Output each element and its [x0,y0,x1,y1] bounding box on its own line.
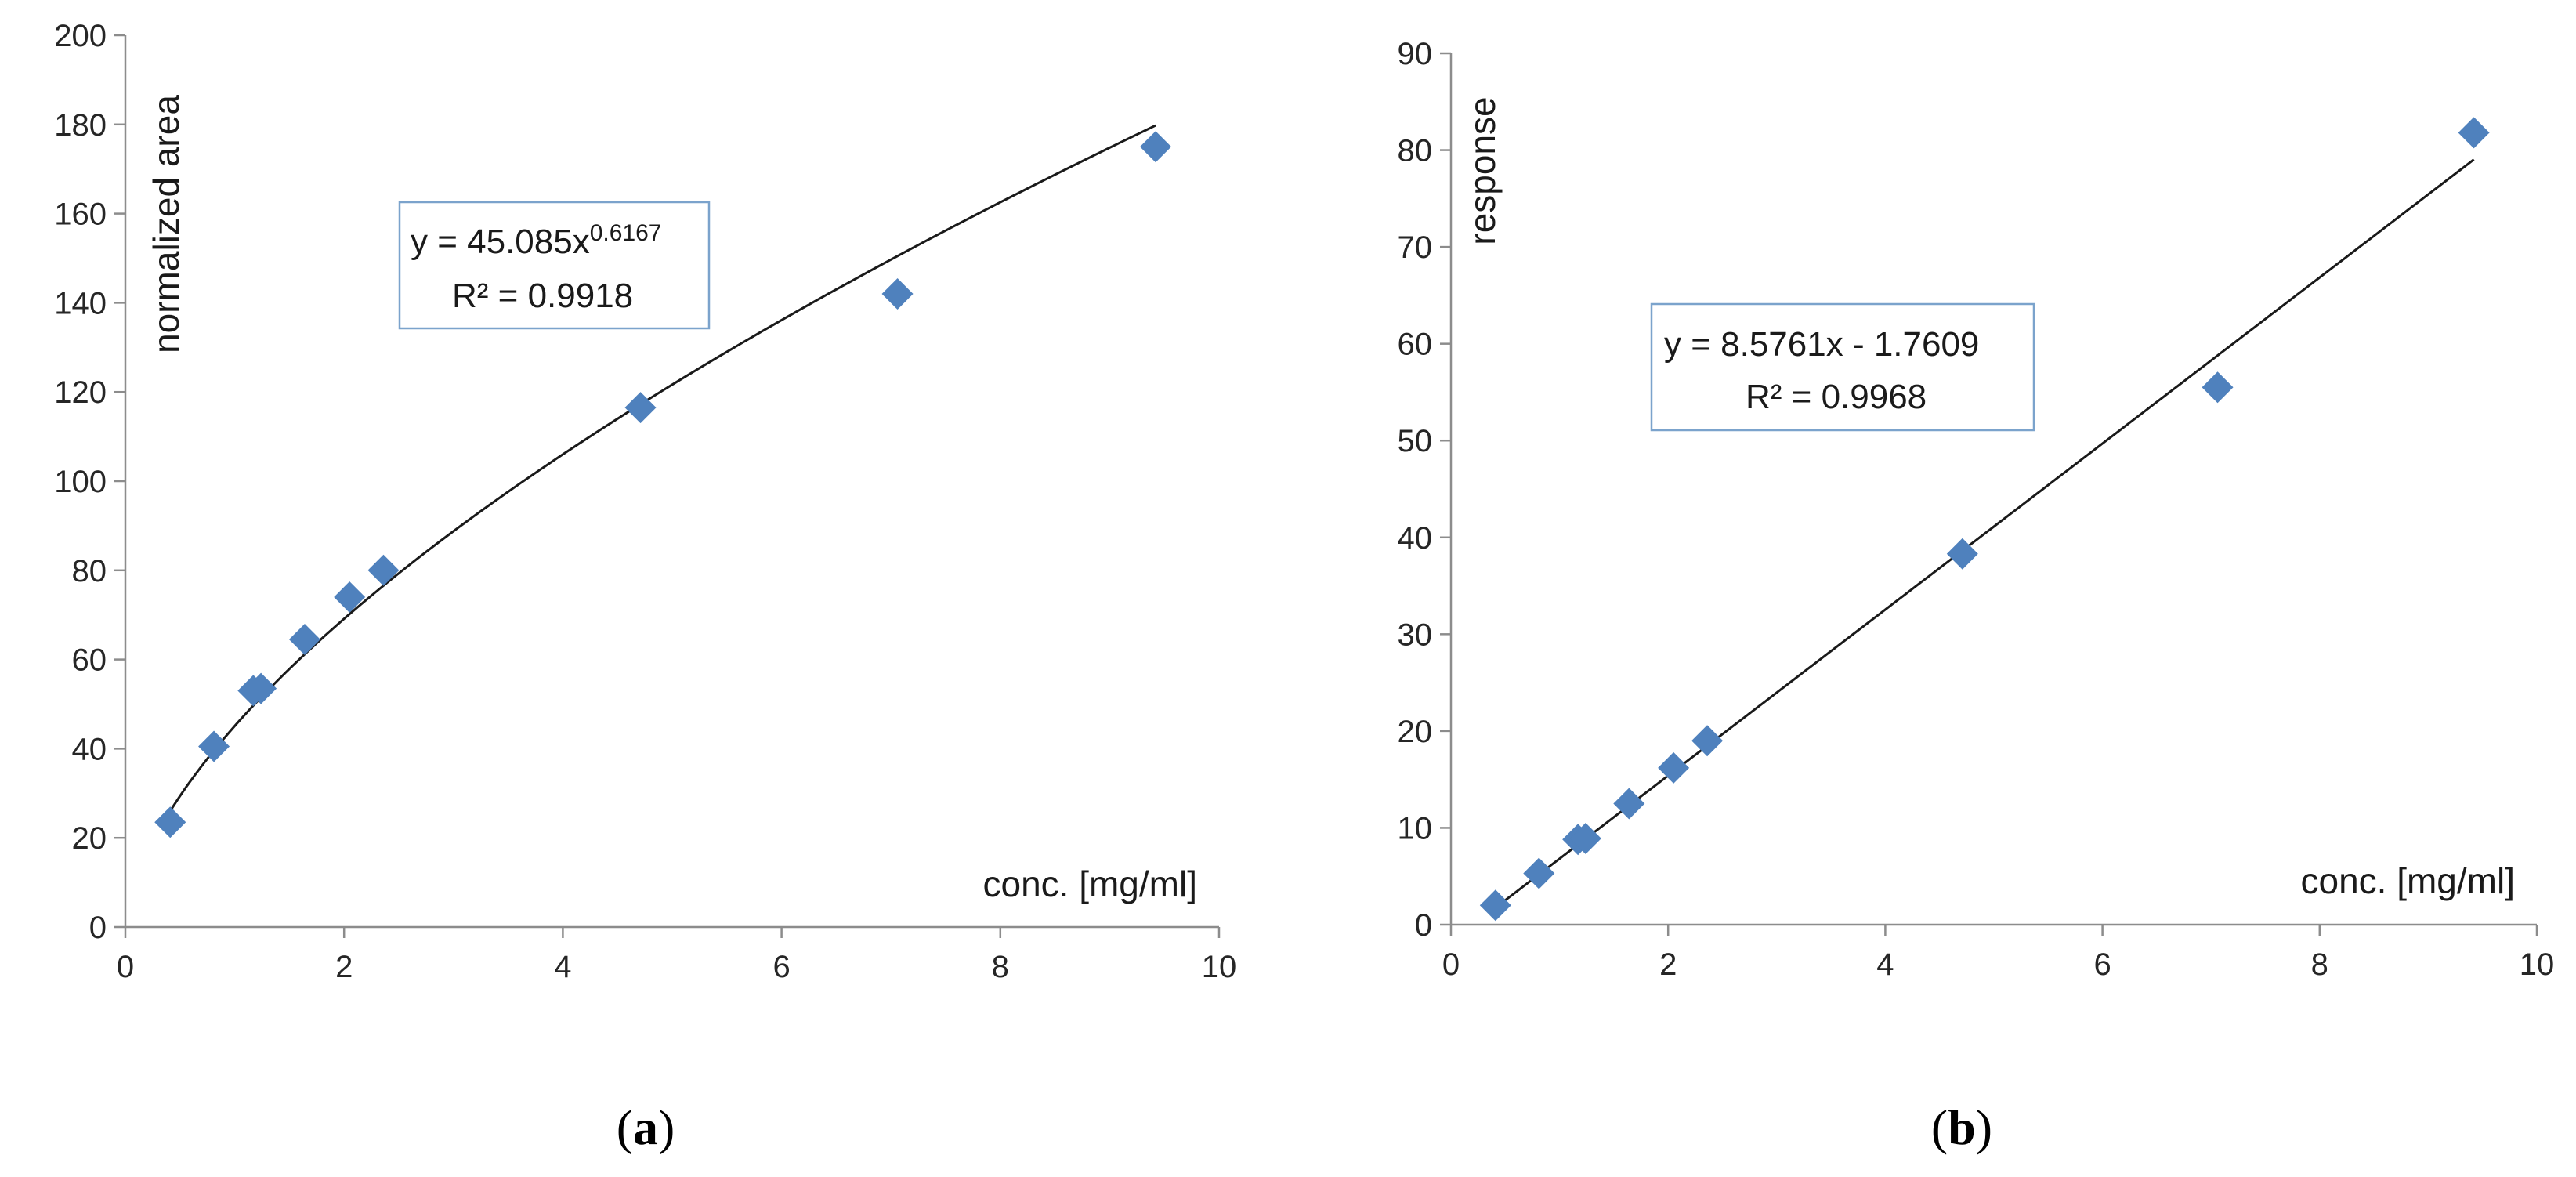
chart-a-r2: R² = 0.9918 [452,277,633,315]
chart-b-y-tick-label: 10 [1398,811,1433,846]
chart-a-point [198,730,230,762]
chart-b-x-tick-label: 10 [2520,947,2555,982]
chart-a-point [154,806,186,838]
chart-b-point [1479,889,1511,922]
chart-b-points [1479,117,2490,922]
chart-a-y-tick-label: 40 [72,732,107,766]
chart-a-equation-prefix: y = 45.085x [411,223,590,261]
chart-b-y-tick-label: 90 [1398,37,1433,71]
chart-b-point [2458,117,2490,149]
chart-a-equation-exponent: 0.6167 [590,220,662,246]
chart-b-panel-label: (b) [1931,1099,1992,1155]
chart-b-x-tick-label: 4 [1876,947,1894,982]
chart-b-y-tick-label: 70 [1398,230,1433,265]
chart-b-x-tick-label: 6 [2093,947,2111,982]
chart-b-y-tick-label: 30 [1398,617,1433,652]
chart-a-point [881,278,914,310]
chart-b-point [1569,823,1601,855]
chart-a-point [367,554,400,586]
chart-a-x-tick-label: 6 [772,950,790,984]
chart-a-point [624,392,657,424]
chart-b-point [1613,788,1645,820]
chart-b-y-tick-label: 80 [1398,134,1433,168]
chart-b-x-tick-label: 0 [1442,947,1460,982]
chart-b: 0 10 20 30 40 50 60 70 80 90 0 2 4 6 8 10 y = 8.5761x -… [1398,37,2555,1155]
chart-b-r2: R² = 0.9968 [1746,378,1927,416]
chart-a-y-tick-label: 200 [54,19,107,53]
chart-b-point [1658,751,1690,784]
chart-b-y-axis-label: response [1462,96,1503,244]
chart-b-point [1523,857,1555,889]
chart-b-trendline-path [1494,158,2475,909]
chart-a-y-tick-label: 100 [54,465,107,499]
chart-b-panel-letter: b [1948,1099,1976,1155]
chart-a-y-tick-label: 120 [54,375,107,410]
chart-a-trendline-path [168,124,1156,812]
chart-a-x-tick-label: 2 [335,950,353,984]
chart-b-point [1691,725,1724,757]
chart-a-point [245,672,277,704]
chart-a: 0 20 40 60 80 100 120 140 160 180 200 0 2 4 6 8 10 y = 4… [54,19,1236,1155]
chart-b-y-tick-label: 50 [1398,424,1433,458]
chart-a-panel-letter: a [633,1099,658,1155]
chart-a-y-axis-label: normalized area [146,95,186,353]
chart-a-equation: y = 45.085x0.6167 [411,220,662,261]
chart-b-point [1946,538,1978,570]
chart-a-y-tick-label: 140 [54,286,107,321]
chart-b-trendline [1494,158,2475,909]
chart-b-y-tick-label: 0 [1415,908,1432,943]
chart-b-axes [1449,53,2537,926]
chart-a-x-tick-label: 10 [1202,950,1237,984]
chart-b-x-tick-label: 8 [2311,947,2328,982]
chart-b-x-axis-label: conc. [mg/ml] [2300,860,2515,901]
chart-a-x-tick-label: 8 [992,950,1009,984]
chart-b-point [2202,371,2234,404]
chart-a-y-tick-label: 60 [72,643,107,678]
chart-a-panel-label: (a) [617,1099,675,1155]
chart-b-x-tick-label: 2 [1659,947,1677,982]
chart-a-y-tick-label: 180 [54,108,107,143]
chart-a-y-tick-label: 20 [72,821,107,856]
chart-a-x-axis-label: conc. [mg/ml] [982,864,1197,904]
chart-b-ticks: 0 10 20 30 40 50 60 70 80 90 0 2 4 6 8 10 [1398,37,2555,982]
chart-a-point [288,623,320,655]
chart-b-y-tick-label: 60 [1398,328,1433,362]
chart-b-equation: y = 8.5761x - 1.7609 [1664,325,1979,364]
chart-b-y-tick-label: 20 [1398,715,1433,749]
chart-a-trendline [168,124,1156,812]
chart-a-point [1140,131,1172,163]
chart-a-equation-box [398,201,711,330]
chart-a-axes [124,35,1219,929]
chart-b-y-tick-label: 40 [1398,521,1433,556]
chart-a-y-tick-label: 80 [72,554,107,588]
chart-a-y-tick-label: 0 [89,911,107,945]
chart-a-x-tick-label: 0 [117,950,134,984]
chart-a-y-tick-label: 160 [54,197,107,232]
chart-b-equation-box [1650,302,2035,432]
chart-a-x-tick-label: 4 [554,950,571,984]
chart-a-point [334,581,366,613]
chart-a-ticks: 0 20 40 60 80 100 120 140 160 180 200 0 2 4 6 8 10 [54,19,1236,984]
chart-a-points [154,131,1172,838]
